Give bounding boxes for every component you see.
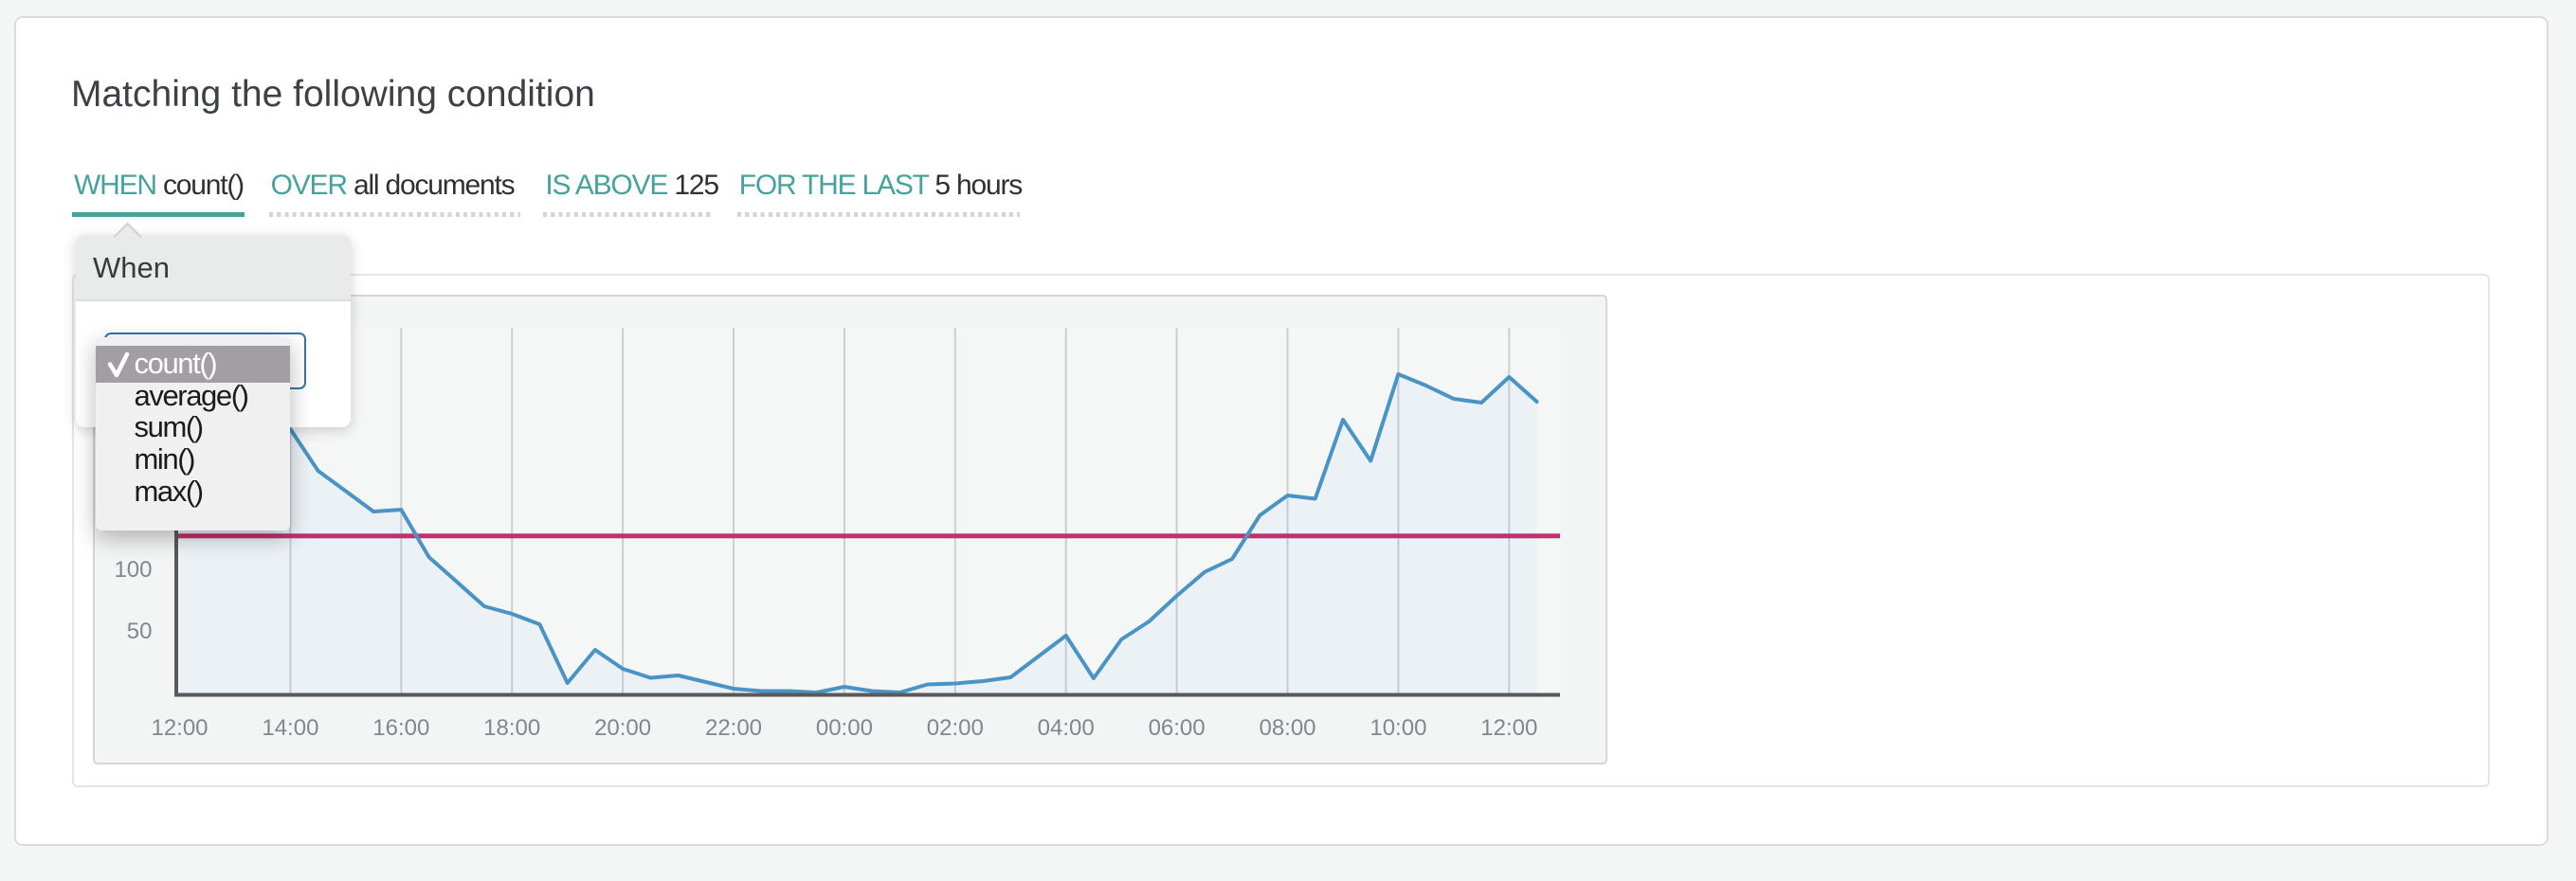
svg-text:50: 50 bbox=[127, 619, 153, 644]
svg-text:22:00: 22:00 bbox=[705, 715, 762, 741]
svg-text:20:00: 20:00 bbox=[594, 715, 651, 741]
svg-text:14:00: 14:00 bbox=[262, 715, 318, 741]
svg-text:18:00: 18:00 bbox=[483, 715, 540, 741]
svg-text:12:00: 12:00 bbox=[151, 715, 208, 741]
svg-text:16:00: 16:00 bbox=[372, 715, 429, 741]
svg-text:12:00: 12:00 bbox=[1480, 715, 1537, 741]
svg-text:00:00: 00:00 bbox=[816, 715, 873, 741]
svg-text:08:00: 08:00 bbox=[1259, 715, 1315, 741]
svg-text:02:00: 02:00 bbox=[927, 715, 984, 741]
svg-text:100: 100 bbox=[114, 557, 152, 583]
svg-text:06:00: 06:00 bbox=[1149, 715, 1206, 741]
svg-text:04:00: 04:00 bbox=[1038, 715, 1095, 741]
svg-text:10:00: 10:00 bbox=[1370, 715, 1426, 741]
